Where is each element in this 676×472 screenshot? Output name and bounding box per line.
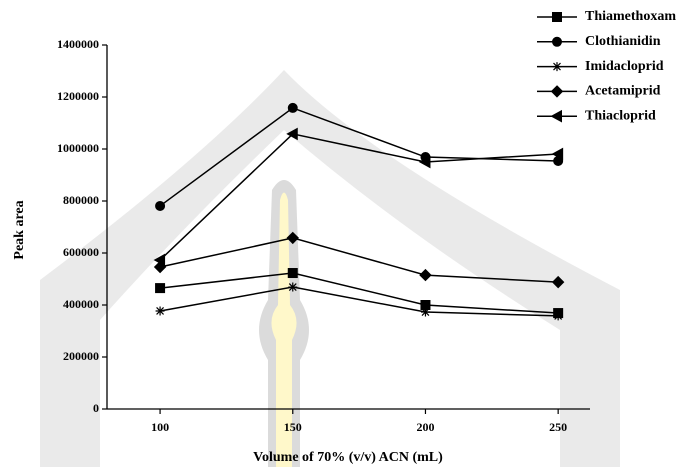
marker <box>551 275 565 289</box>
series-line <box>159 286 559 317</box>
legend-marker <box>550 109 562 123</box>
legend-label: Acetamiprid <box>585 84 661 99</box>
marker <box>419 268 432 282</box>
legend-marker <box>552 62 562 72</box>
marker <box>155 200 166 211</box>
y-axis-title: Peak area <box>12 200 27 259</box>
watermark <box>40 70 620 467</box>
legend-label: Imidacloprid <box>585 59 664 74</box>
marker <box>153 253 166 267</box>
marker <box>155 283 166 294</box>
y-tick-label: 200000 <box>63 349 99 363</box>
x-tick-label: 150 <box>284 420 302 434</box>
y-tick-label: 600000 <box>63 245 99 259</box>
marker <box>420 307 430 317</box>
x-tick-label: 200 <box>416 420 434 434</box>
marker <box>287 102 298 113</box>
x-tick-label: 250 <box>549 420 567 434</box>
marker <box>288 282 298 292</box>
marker <box>553 311 563 321</box>
marker <box>155 306 165 316</box>
legend-marker <box>552 12 562 22</box>
legend-label: Clothianidin <box>585 34 661 49</box>
series-line <box>159 107 559 207</box>
y-tick-label: 0 <box>93 401 99 415</box>
marker <box>287 268 298 279</box>
legend-label: Thiacloprid <box>585 108 656 123</box>
marker <box>551 147 564 161</box>
series-line <box>159 133 559 261</box>
x-axis-title: Volume of 70% (v/v) ACN (mL) <box>253 450 443 465</box>
x-tick-label: 100 <box>151 420 169 434</box>
legend-label: Thiamethoxam <box>585 9 676 24</box>
y-tick-label: 1200000 <box>57 89 99 103</box>
y-tick-label: 400000 <box>63 297 99 311</box>
series-line <box>159 272 559 314</box>
y-tick-label: 1400000 <box>57 37 99 51</box>
y-tick-label: 800000 <box>63 193 99 207</box>
marker <box>286 127 298 141</box>
legend-marker <box>550 85 564 98</box>
legend-marker <box>552 36 562 47</box>
series-line <box>159 237 559 283</box>
marker <box>418 155 431 169</box>
y-tick-label: 1000000 <box>57 141 99 155</box>
marker <box>286 231 299 245</box>
